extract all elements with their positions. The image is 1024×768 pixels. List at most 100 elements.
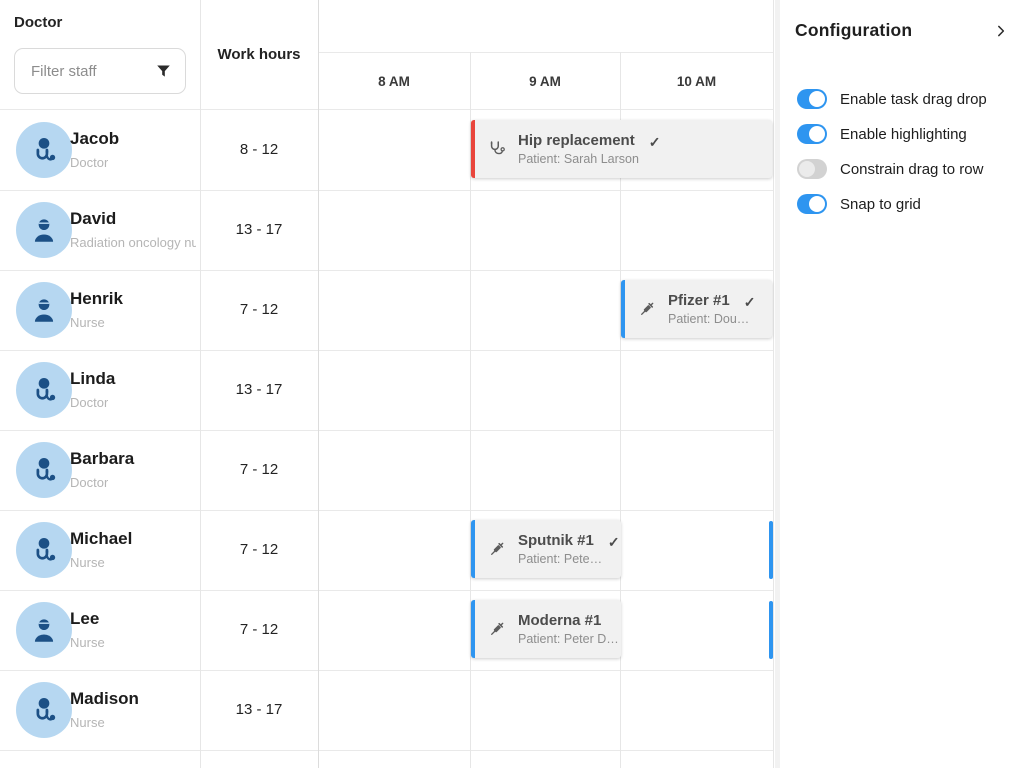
toggle-snap-to-grid[interactable]: Snap to grid (797, 192, 921, 216)
toggle-knob (799, 161, 815, 177)
event-title: Hip replacement (518, 132, 635, 149)
event-pfizer-1[interactable]: Pfizer #1 ✓ Patient: Dou… (621, 280, 772, 338)
filter-staff-input[interactable] (29, 61, 148, 81)
toggle-label: Snap to grid (840, 195, 921, 213)
avatar (16, 122, 72, 178)
event-hip-replacement[interactable]: Hip replacement ✓ Patient: Sarah Larson (471, 120, 772, 178)
grid-line (200, 0, 201, 768)
resource-name: Barbara (70, 449, 135, 468)
toggle-enable-task-drag-drop[interactable]: Enable task drag drop (797, 87, 987, 111)
syringe-icon (487, 619, 507, 639)
grid-line (470, 52, 471, 768)
grid-line (620, 52, 621, 768)
resource-row-linda[interactable]: Linda Doctor 13 - 17 (0, 350, 318, 430)
toggle-switch[interactable] (797, 159, 827, 179)
resource-work-hours: 7 - 12 (239, 461, 279, 478)
resource-row-jacob[interactable]: Jacob Doctor 8 - 12 (0, 110, 318, 190)
resource-role: Nurse (70, 315, 105, 330)
avatar (16, 522, 72, 578)
resource-name: Jacob (70, 129, 120, 148)
resource-role: Doctor (70, 395, 109, 410)
resource-work-hours: 7 - 12 (239, 301, 279, 318)
partial-event[interactable] (769, 601, 773, 659)
doctor-icon (28, 694, 60, 726)
toggle-label: Enable task drag drop (840, 90, 987, 108)
filter-funnel-icon[interactable] (156, 64, 171, 79)
toggle-constrain-drag-to-row[interactable]: Constrain drag to row (797, 157, 983, 181)
resource-row-madison[interactable]: Madison Nurse 13 - 17 (0, 670, 318, 750)
resource-name: David (70, 209, 117, 228)
resource-row-lee[interactable]: Lee Nurse 7 - 12 (0, 590, 318, 670)
toggle-enable-highlighting[interactable]: Enable highlighting (797, 122, 967, 146)
stethoscope-icon (487, 139, 507, 159)
event-title: Pfizer #1 (668, 292, 730, 309)
resource-row-barbara[interactable]: Barbara Doctor 7 - 12 (0, 430, 318, 510)
syringe-icon (637, 299, 657, 319)
event-title: Sputnik #1 (518, 532, 594, 549)
panel-splitter[interactable] (775, 0, 780, 768)
toggle-switch[interactable] (797, 124, 827, 144)
config-panel-title: Configuration (795, 20, 913, 40)
event-title: Moderna #1 (518, 612, 602, 629)
toggle-switch[interactable] (797, 89, 827, 109)
resource-name: Michael (70, 529, 133, 548)
resource-row-henrik[interactable]: Henrik Nurse 7 - 12 (0, 270, 318, 350)
work-hours-header: Work hours (217, 46, 301, 63)
chevron-right-icon[interactable] (993, 23, 1009, 39)
resource-work-hours: 13 - 17 (235, 381, 283, 398)
event-patient: Patient: Dou… (668, 312, 750, 326)
avatar (16, 602, 72, 658)
resource-role: Nurse (70, 635, 105, 650)
grid-line (0, 350, 773, 351)
resource-role: Radiation oncology nurse (70, 235, 196, 250)
check-icon: ✓ (743, 294, 756, 310)
nurse-icon (28, 294, 60, 326)
avatar (16, 442, 72, 498)
resource-name: Henrik (70, 289, 123, 308)
time-header-10am: 10 AM (676, 73, 717, 89)
toggle-knob (809, 196, 825, 212)
resource-role: Doctor (70, 155, 109, 170)
grid-line (318, 0, 319, 768)
grid-line (318, 52, 773, 53)
check-icon: ✓ (648, 134, 661, 150)
toggle-switch[interactable] (797, 194, 827, 214)
nurse-icon (28, 214, 60, 246)
resource-work-hours: 13 - 17 (235, 701, 283, 718)
grid-line (0, 670, 773, 671)
resource-name: Madison (70, 689, 139, 708)
doctor-icon (28, 534, 60, 566)
event-patient: Patient: Pete… (518, 552, 603, 566)
doctor-icon (28, 454, 60, 486)
toggle-knob (809, 91, 825, 107)
time-header-8am: 8 AM (378, 73, 410, 89)
resource-name: Lee (70, 609, 100, 628)
toggle-knob (809, 126, 825, 142)
resource-role: Doctor (70, 475, 109, 490)
toggle-label: Constrain drag to row (840, 160, 984, 178)
doctor-icon (28, 374, 60, 406)
grid-line (0, 430, 773, 431)
nurse-icon (28, 614, 60, 646)
resource-name: Linda (70, 369, 116, 388)
staff-column-title: Doctor (14, 14, 63, 31)
doctor-icon (28, 134, 60, 166)
resource-row-michael[interactable]: Michael Nurse 7 - 12 (0, 510, 318, 590)
check-icon: ✓ (607, 534, 620, 550)
event-patient: Patient: Peter D… (518, 632, 619, 646)
grid-line (0, 510, 773, 511)
event-moderna-1[interactable]: Moderna #1 Patient: Peter D… (471, 600, 621, 658)
resource-work-hours: 8 - 12 (239, 141, 279, 158)
partial-event[interactable] (769, 521, 773, 579)
resource-role: Nurse (70, 715, 105, 730)
grid-line (0, 750, 773, 751)
grid-line (0, 190, 773, 191)
grid-line (0, 590, 773, 591)
syringe-icon (487, 539, 507, 559)
grid-line (0, 109, 773, 110)
resource-row-david[interactable]: David Radiation oncology nurse 13 - 17 (0, 190, 318, 270)
filter-staff-box[interactable] (14, 48, 186, 94)
event-patient: Patient: Sarah Larson (518, 152, 639, 166)
event-sputnik-1[interactable]: Sputnik #1 ✓ Patient: Pete… (471, 520, 621, 578)
